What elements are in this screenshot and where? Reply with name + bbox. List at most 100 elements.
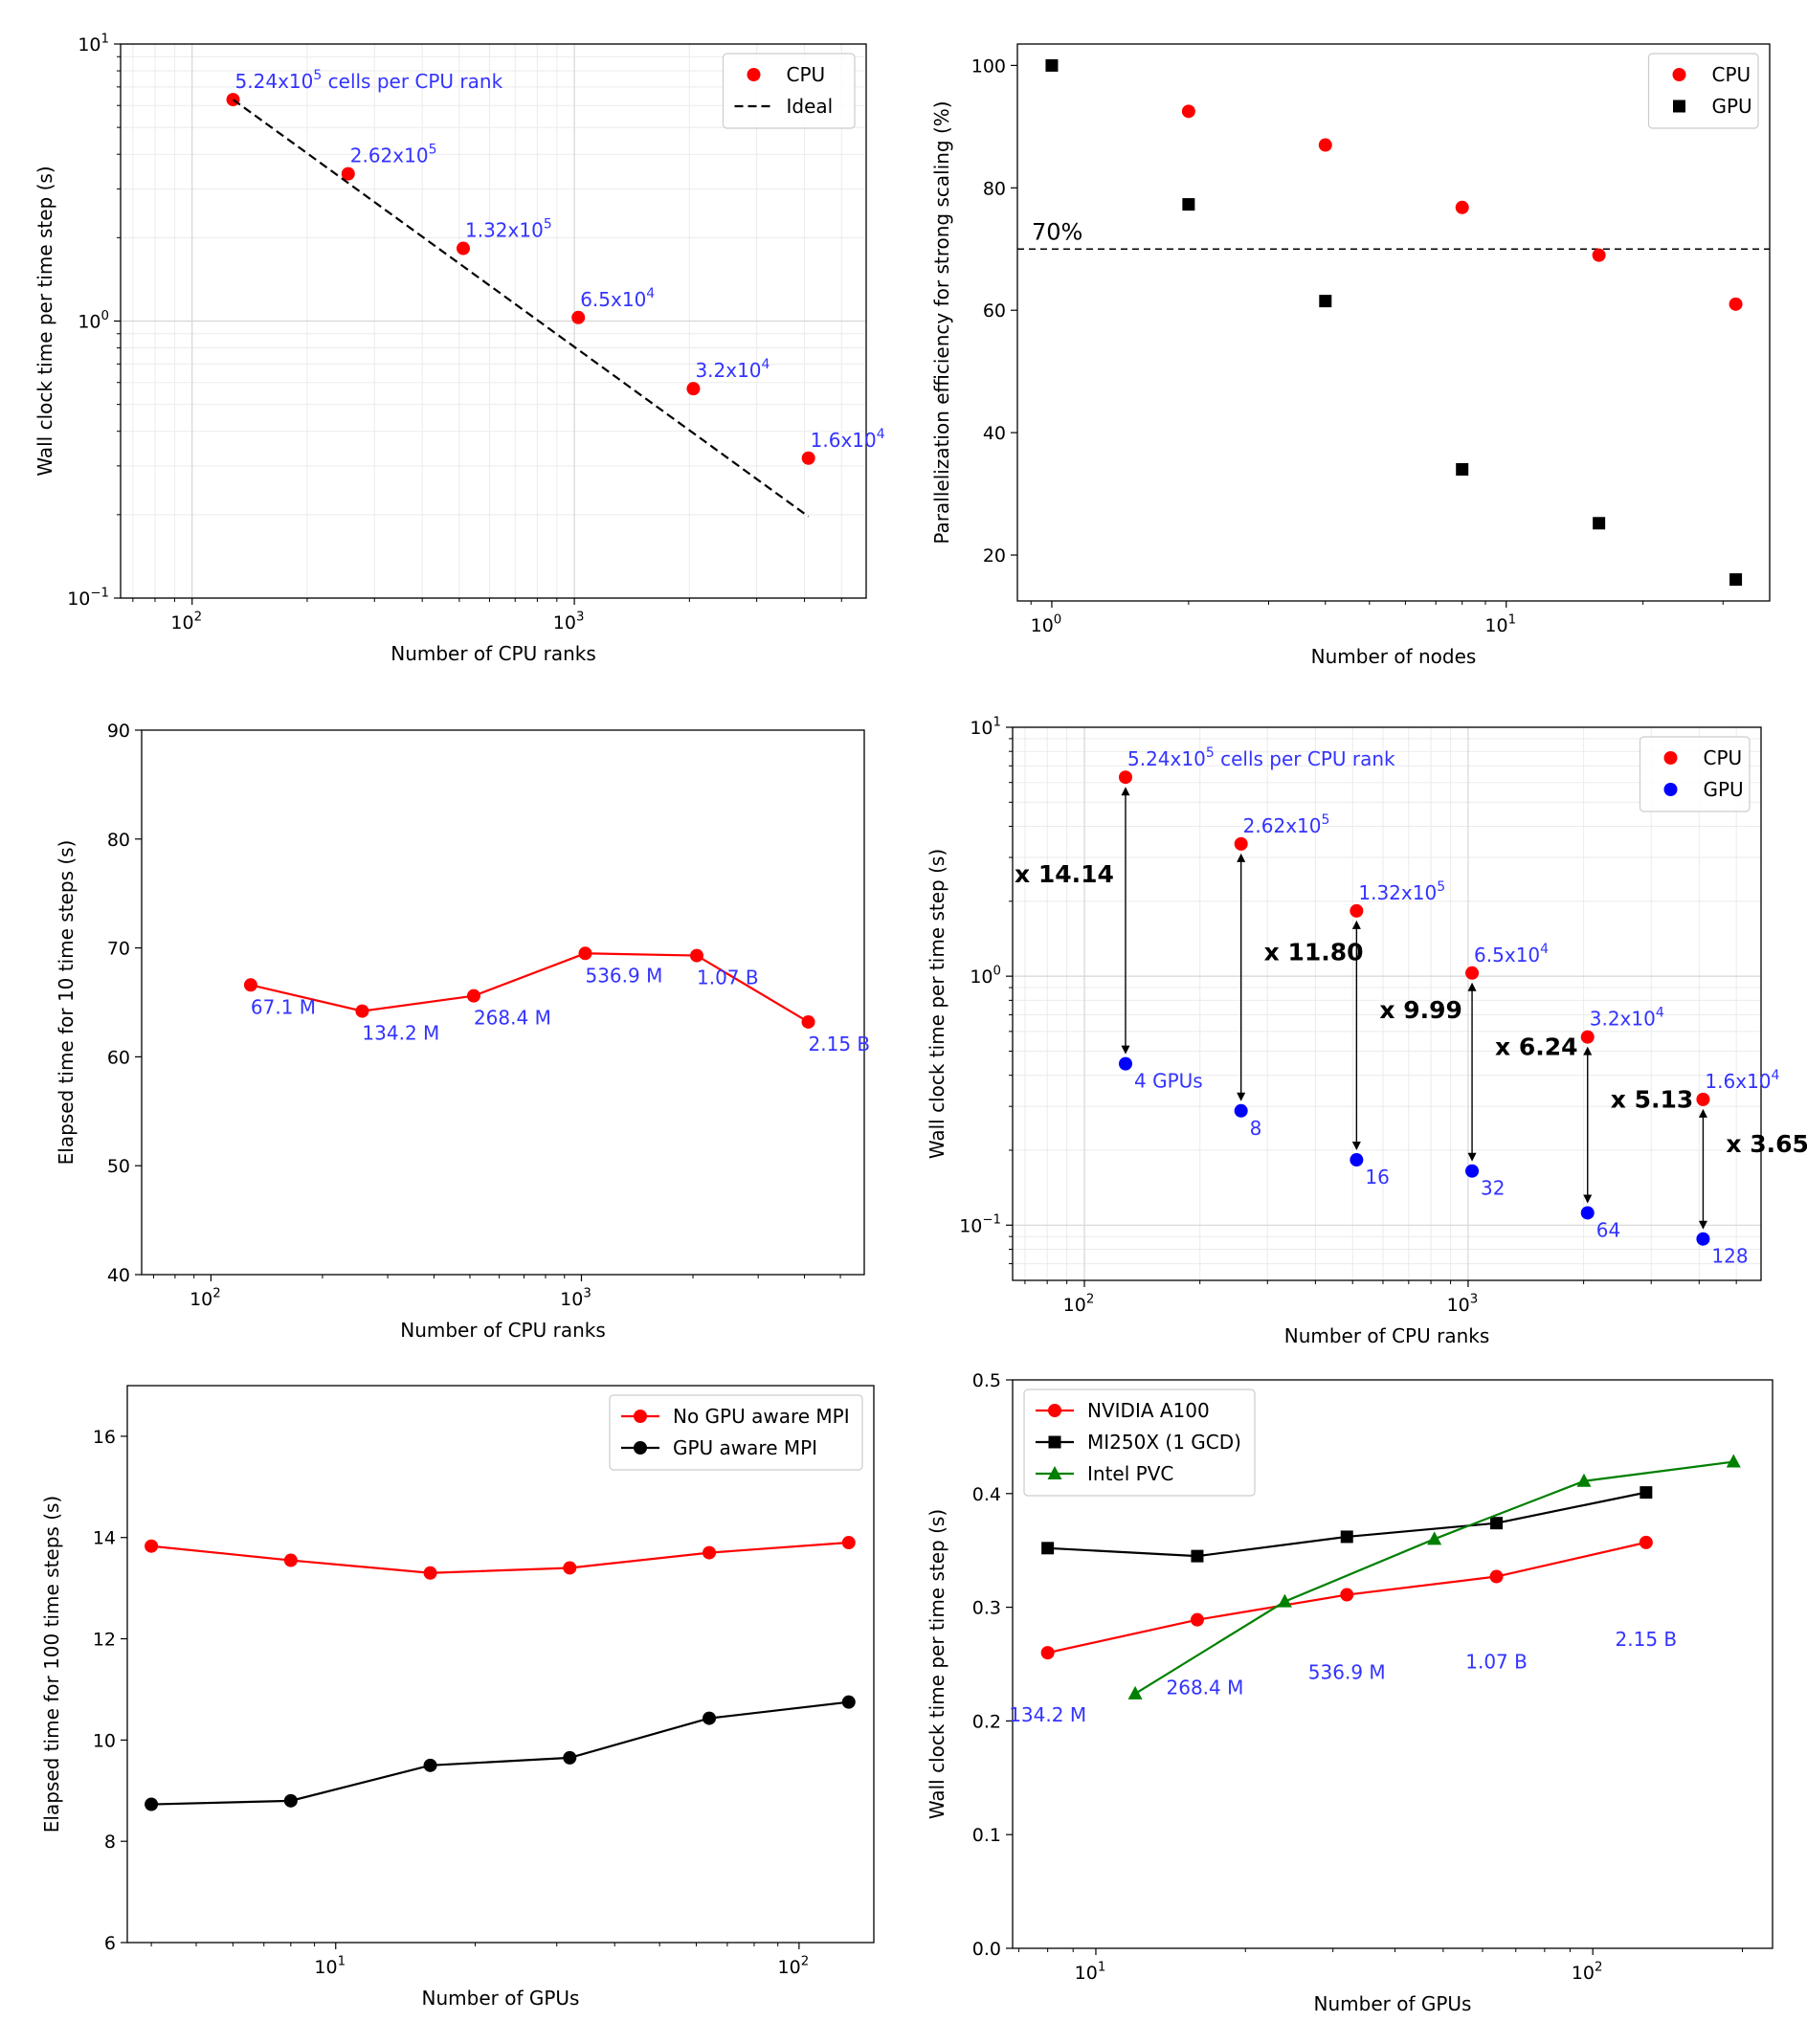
p4-data-point — [1696, 1092, 1710, 1106]
p6-annotations: 134.2 M 268.4 M 536.9 M 1.07 B 2.15 B — [1009, 1628, 1677, 1726]
p1-ytick-label: 10−1 — [67, 586, 109, 610]
chart-panel-p5: 101 102 6 8 10 12 14 16 Number of GPUs Elapsed ti… — [40, 1385, 875, 2010]
p5-ytick-label: 6 — [104, 1933, 116, 1954]
p1-legend-label: CPU — [787, 63, 826, 86]
p6-legend-label: Intel PVC — [1087, 1462, 1173, 1485]
p2-data-point — [1729, 297, 1743, 311]
p1-series-0 — [226, 93, 815, 465]
p2-xtick-label: 100 — [1031, 612, 1062, 636]
p5-data-point — [563, 1750, 577, 1765]
p4-ytick-label: 101 — [970, 715, 1001, 739]
p4-data-point — [1350, 1153, 1364, 1167]
p1-annotations: 5.24x105 cells per CPU rank 2.62x105 1.32x… — [235, 68, 885, 452]
p1-data-point — [341, 167, 355, 181]
p4-speedup-arrows: x 14.14 x 11.80 x 9.99 x 6.24 x 5.13 x 3.65 — [1015, 787, 1807, 1230]
p6-axes: 101 102 0.0 0.1 0.2 0.3 0.4 0.5 Number of GPUs Wa… — [926, 1370, 1774, 2015]
p6-x-axis-label: Number of GPUs — [1314, 1992, 1472, 2015]
p2-ytick-label: 40 — [983, 423, 1006, 444]
p4-speedup-label: x 5.13 — [1611, 1086, 1694, 1114]
p2-legend: CPU GPU — [1647, 53, 1759, 129]
p3-point-label: 536.9 M — [585, 964, 662, 987]
p4-data-point — [1696, 1232, 1710, 1246]
p6-data-point — [1576, 1473, 1592, 1487]
p5-data-point — [563, 1561, 577, 1575]
p1-axes: 102 103 10−1 100 101 Number of CPU ranks Wall … — [33, 32, 867, 665]
chart-panel-p1: 102 103 10−1 100 101 Number of CPU ranks Wall … — [33, 32, 885, 665]
p3-data-point — [355, 1004, 369, 1018]
chart-panel-p4: 102 103 10−1 100 101 Number of CPU ranks Wall … — [926, 715, 1807, 1347]
p6-legend-marker — [1047, 1466, 1062, 1479]
p5-series-line — [151, 1700, 849, 1806]
p5-legend-label: GPU aware MPI — [673, 1436, 817, 1459]
p2-data-point — [1318, 138, 1332, 152]
p1-data-point — [571, 310, 586, 324]
p5-legend-marker — [634, 1441, 647, 1455]
p2-data-point — [1319, 295, 1332, 308]
p1-xtick-label: 103 — [553, 610, 585, 633]
p5-legend-marker — [634, 1410, 647, 1423]
p6-ytick-label: 0.4 — [972, 1484, 1001, 1505]
p6-plot-frame — [1012, 1379, 1774, 1949]
p4-legend-label: GPU — [1704, 778, 1744, 801]
p5-data-point — [423, 1758, 437, 1772]
p2-y-axis-label: Parallelization efficiency for strong sc… — [930, 100, 953, 544]
p5-legend: No GPU aware MPI GPU aware MPI — [609, 1394, 863, 1471]
p5-axes: 101 102 6 8 10 12 14 16 Number of GPUs Elapsed ti… — [40, 1385, 875, 2010]
p4-data-point — [1118, 1056, 1132, 1071]
p5-data-point — [145, 1539, 159, 1553]
p2-data-point — [1729, 573, 1743, 587]
p2-reference-label: 70% — [1032, 218, 1082, 245]
p4-gpu-count-label: 4 GPUs — [1134, 1070, 1203, 1093]
p4-gpu-count-label: 64 — [1596, 1218, 1620, 1241]
p6-data-point — [1127, 1685, 1143, 1700]
p3-ytick-label: 70 — [107, 939, 130, 960]
p5-data-point — [841, 1695, 856, 1709]
p3-data-point — [801, 1014, 815, 1029]
p4-gpu-count-label: 8 — [1250, 1117, 1262, 1140]
p1-series-1 — [232, 99, 810, 518]
p6-series-0 — [1040, 1535, 1653, 1660]
p4-point-label: 5.24x105 cells per CPU rank — [1127, 745, 1395, 770]
p4-point-label: 1.6x104 — [1705, 1068, 1779, 1093]
p4-y-axis-label: Wall clock time per time step (s) — [926, 849, 948, 1159]
p3-point-label: 1.07 B — [697, 966, 759, 989]
p2-plot-frame — [1016, 43, 1771, 602]
p4-data-point — [1350, 903, 1364, 918]
p3-point-label: 2.15 B — [809, 1033, 871, 1055]
p2-legend-marker — [1673, 100, 1685, 113]
p4-data-point — [1234, 836, 1248, 851]
p6-ytick-label: 0.5 — [972, 1370, 1001, 1391]
p2-axes: 100 101 20 40 60 80 100 Number of nodes Parallel… — [930, 43, 1771, 668]
p3-point-label: 67.1 M — [251, 995, 316, 1018]
p3-ytick-label: 40 — [107, 1265, 130, 1286]
p6-data-point — [1427, 1531, 1442, 1545]
p1-point-label: 6.5x104 — [580, 286, 655, 311]
p2-xtick-label: 101 — [1484, 612, 1516, 636]
p6-legend-marker — [1048, 1404, 1061, 1417]
p6-point-label: 268.4 M — [1167, 1677, 1244, 1700]
p4-gpu-count-labels: 4 GPUs 8 16 32 64 128 — [1134, 1070, 1749, 1268]
p3-point-label: 268.4 M — [474, 1007, 551, 1030]
p5-ytick-label: 16 — [93, 1427, 116, 1448]
p3-annotations: 67.1 M 134.2 M 268.4 M 536.9 M 1.07 B 2.15 B — [251, 964, 870, 1055]
p4-point-label: 1.32x105 — [1358, 879, 1445, 904]
p3-series-line — [250, 952, 810, 1023]
p3-point-label: 134.2 M — [362, 1022, 439, 1045]
p5-data-point — [423, 1566, 437, 1580]
p4-gpu-count-label: 128 — [1711, 1245, 1748, 1268]
p4-data-point — [1465, 966, 1480, 980]
p4-gpu-count-label: 32 — [1481, 1177, 1505, 1200]
p6-ytick-label: 0.0 — [972, 1939, 1001, 1960]
p6-xtick-label: 101 — [1075, 1960, 1106, 1984]
p2-legend-label: GPU — [1712, 95, 1752, 118]
p2-ytick-label: 60 — [983, 300, 1006, 322]
p1-legend-marker — [747, 68, 761, 81]
p6-data-point — [1340, 1530, 1353, 1544]
p1-point-label: 5.24x105 cells per CPU rank — [235, 68, 503, 93]
p5-x-axis-label: Number of GPUs — [422, 1987, 580, 2010]
p4-data-point — [1580, 1206, 1595, 1220]
p6-legend-marker — [1048, 1435, 1061, 1449]
p2-ytick-label: 100 — [971, 56, 1006, 77]
p4-data-point — [1118, 770, 1132, 785]
